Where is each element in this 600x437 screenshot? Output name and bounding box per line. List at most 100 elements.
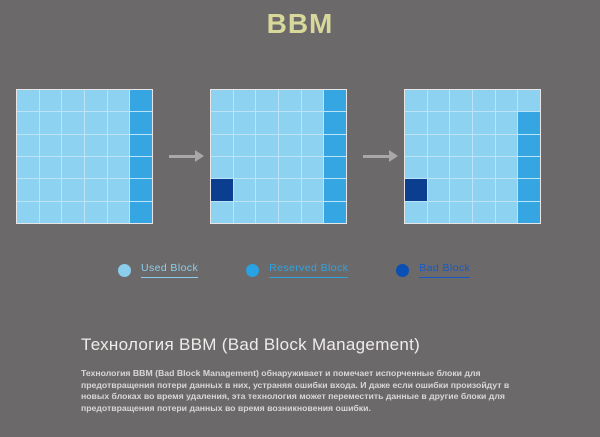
used-block-cell — [472, 112, 495, 134]
used-block-cell — [17, 201, 39, 223]
used-block-cell — [39, 179, 62, 201]
used-block-cell — [233, 112, 256, 134]
reserved-block-cell — [130, 157, 152, 179]
reserved-block-dot-icon — [246, 263, 260, 277]
used-block-cell — [256, 157, 278, 179]
used-block-cell — [278, 112, 301, 134]
used-block-cell — [301, 201, 324, 223]
used-block-cell — [233, 179, 256, 201]
used-block-cell — [107, 112, 130, 134]
legend-label-bad-block[interactable]: Bad Block — [419, 262, 471, 278]
used-block-cell — [278, 201, 301, 223]
used-block-cell — [256, 201, 278, 223]
reserved-block-cell — [518, 134, 540, 156]
used-block-cell — [84, 112, 107, 134]
legend: Used Block Reserved Block Bad Block — [118, 262, 600, 278]
used-block-cell — [211, 201, 233, 223]
used-block-cell — [256, 134, 278, 156]
used-block-cell — [450, 134, 472, 156]
used-block-cell — [518, 90, 540, 112]
used-block-cell — [495, 112, 518, 134]
used-block-cell — [256, 90, 278, 112]
bad-block-cell — [211, 179, 233, 201]
used-block-cell — [84, 157, 107, 179]
legend-label-reserved-block[interactable]: Reserved Block — [269, 262, 349, 278]
used-block-cell — [301, 179, 324, 201]
used-block-cell — [405, 90, 427, 112]
used-block-cell — [107, 134, 130, 156]
used-block-cell — [472, 90, 495, 112]
legend-label-used-block[interactable]: Used Block — [141, 262, 199, 278]
used-block-cell — [39, 90, 62, 112]
description-section: Технология BBM (Bad Block Management) Те… — [81, 335, 540, 414]
used-block-cell — [301, 112, 324, 134]
used-block-cell — [233, 90, 256, 112]
used-block-cell — [62, 112, 84, 134]
used-block-cell — [62, 201, 84, 223]
used-block-cell — [211, 157, 233, 179]
used-block-cell — [405, 157, 427, 179]
used-block-cell — [427, 90, 450, 112]
used-block-cell — [211, 90, 233, 112]
reserved-block-cell — [130, 112, 152, 134]
used-block-cell — [107, 201, 130, 223]
used-block-cell — [233, 134, 256, 156]
used-block-cell — [17, 112, 39, 134]
used-block-cell — [495, 157, 518, 179]
reserved-block-cell — [324, 201, 346, 223]
used-block-cell — [62, 134, 84, 156]
reserved-block-cell — [130, 179, 152, 201]
arrow-zone-2 — [347, 89, 404, 224]
used-block-cell — [450, 157, 472, 179]
used-block-cell — [107, 157, 130, 179]
page-title: BBM — [266, 8, 334, 39]
used-block-cell — [472, 134, 495, 156]
used-block-cell — [211, 134, 233, 156]
right-arrow-icon — [362, 150, 398, 162]
reserved-block-cell — [518, 112, 540, 134]
used-block-cell — [62, 179, 84, 201]
reserved-block-cell — [324, 90, 346, 112]
used-block-cell — [84, 90, 107, 112]
used-block-cell — [39, 112, 62, 134]
used-block-cell — [39, 134, 62, 156]
used-block-dot-icon — [118, 263, 131, 277]
used-block-cell — [450, 112, 472, 134]
block-grid-data-moved — [404, 89, 541, 224]
used-block-cell — [233, 201, 256, 223]
used-block-cell — [495, 201, 518, 223]
used-block-cell — [427, 157, 450, 179]
used-block-cell — [427, 201, 450, 223]
reserved-block-cell — [324, 134, 346, 156]
used-block-cell — [233, 157, 256, 179]
used-block-cell — [17, 134, 39, 156]
reserved-block-cell — [324, 179, 346, 201]
used-block-cell — [278, 179, 301, 201]
used-block-cell — [450, 90, 472, 112]
right-arrow-icon — [168, 150, 204, 162]
arrow-zone-1 — [153, 89, 210, 224]
reserved-block-cell — [518, 157, 540, 179]
section-heading: Технология BBM (Bad Block Management) — [81, 335, 421, 354]
used-block-cell — [472, 201, 495, 223]
used-block-cell — [17, 179, 39, 201]
used-block-cell — [405, 134, 427, 156]
block-grid-initial — [16, 89, 153, 224]
used-block-cell — [278, 134, 301, 156]
reserved-block-cell — [130, 90, 152, 112]
used-block-cell — [39, 157, 62, 179]
used-block-cell — [427, 112, 450, 134]
used-block-cell — [107, 179, 130, 201]
used-block-cell — [256, 179, 278, 201]
legend-item-bad-block: Bad Block — [396, 262, 471, 278]
reserved-block-cell — [324, 112, 346, 134]
used-block-cell — [301, 134, 324, 156]
used-block-cell — [62, 90, 84, 112]
used-block-cell — [39, 201, 62, 223]
used-block-cell — [472, 157, 495, 179]
used-block-cell — [211, 112, 233, 134]
used-block-cell — [405, 112, 427, 134]
used-block-cell — [450, 201, 472, 223]
used-block-cell — [301, 157, 324, 179]
used-block-cell — [256, 112, 278, 134]
